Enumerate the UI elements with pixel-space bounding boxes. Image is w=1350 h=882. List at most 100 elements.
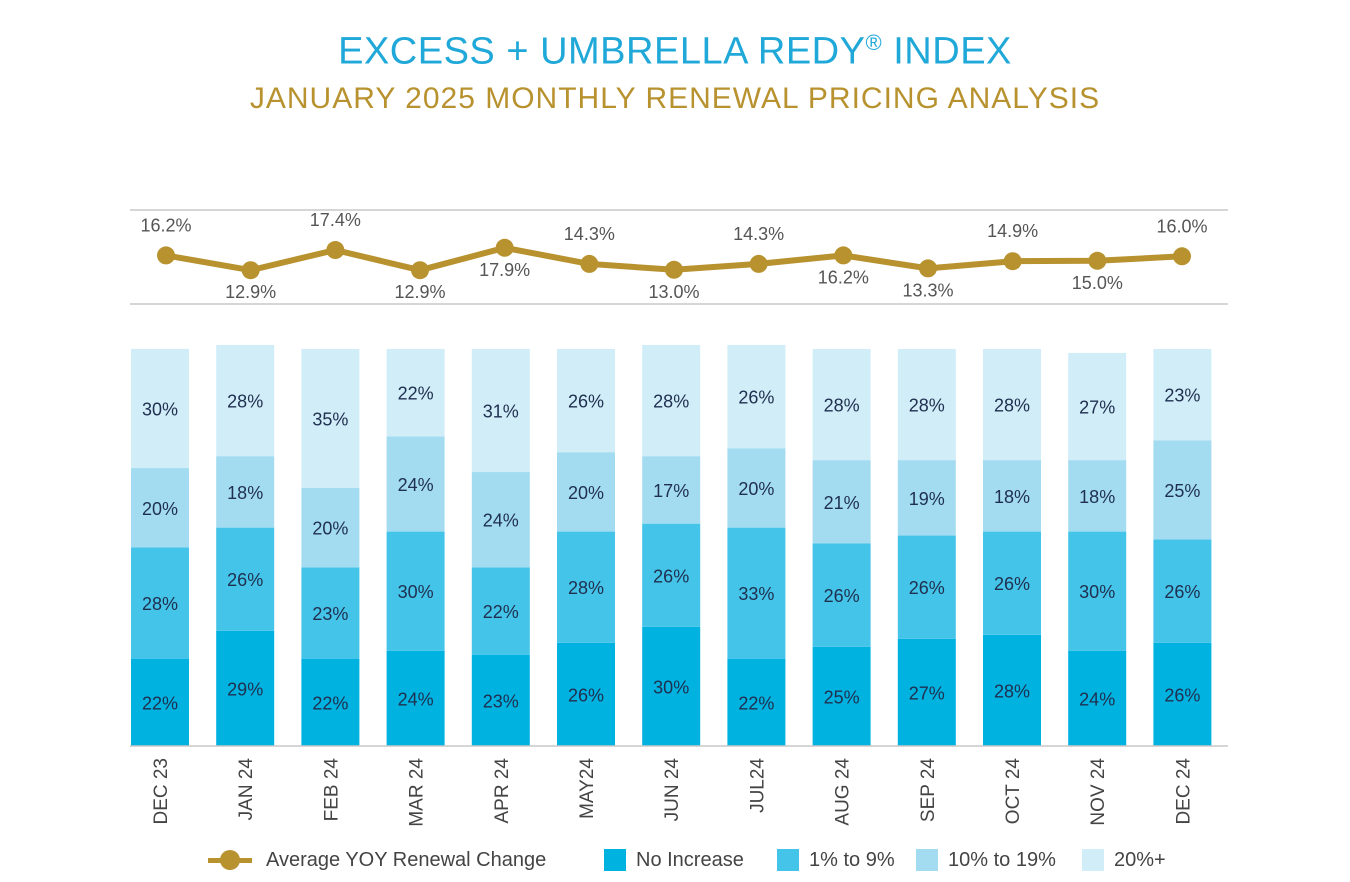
bar-segment [727, 344, 786, 449]
legend-item-20-plus: 20%+ [1082, 842, 1166, 878]
bar-segment [131, 468, 189, 548]
bar-value-label: 30% [1079, 582, 1115, 602]
bar-segment [727, 448, 786, 528]
x-axis-ticks: DEC 23 JAN 24 FEB 24 MAR 24 APR 24 MAY24 JUN 2… [151, 758, 1194, 827]
bar-segment [1068, 460, 1127, 532]
legend-swatch-10-to-19 [916, 849, 938, 871]
line-value-label: 13.3% [902, 280, 953, 300]
x-tick-label: MAY24 [577, 758, 598, 819]
bar-segment [1068, 352, 1127, 461]
bar-value-label: 28% [909, 396, 945, 416]
bar-segment [301, 567, 360, 659]
bar-segment [557, 642, 615, 746]
bar-segment [727, 527, 786, 659]
line-value-label: 14.3% [564, 224, 615, 244]
bar-segment [1153, 642, 1212, 746]
bar-segment [642, 626, 701, 746]
bar-value-label: 26% [824, 586, 860, 606]
bar-value-label: 20% [142, 499, 178, 519]
bar-value-label: 28% [994, 681, 1030, 701]
x-tick-label: MAR 24 [407, 758, 428, 827]
legend-item-line: Average YOY Renewal Change [208, 842, 546, 878]
bar-value-label: 22% [483, 602, 519, 622]
renewal-pricing-chart: 16.2% 12.9% 17.4% 12.9% 17.9% 14.3% 13.0% 14.3%… [130, 209, 1228, 827]
bar-segment [983, 460, 1041, 532]
bar-value-label: 26% [994, 574, 1030, 594]
bar-value-label: 27% [1079, 398, 1115, 418]
bar-value-label: 26% [738, 388, 774, 408]
x-tick-label: APR 24 [492, 758, 513, 824]
legend-label-no-increase: No Increase [636, 848, 744, 871]
bar-segment [812, 543, 871, 647]
bar-segment [557, 531, 615, 643]
bar-value-label: 18% [1079, 487, 1115, 507]
bar-value-label: 26% [909, 578, 945, 598]
bar-segment [216, 527, 275, 631]
bar-value-label: 23% [483, 691, 519, 711]
bar-segment [1153, 539, 1212, 643]
line-value-label: 14.3% [733, 224, 784, 244]
bar-value-label: 24% [1079, 689, 1115, 709]
x-tick-label: AUG 24 [833, 758, 854, 826]
bar-segment [131, 547, 189, 659]
legend-swatch-20-plus [1082, 849, 1104, 871]
chart-subtitle: JANUARY 2025 MONTHLY RENEWAL PRICING ANA… [249, 82, 1101, 115]
line-value-label: 17.4% [310, 210, 361, 230]
bar-value-label: 24% [398, 689, 434, 709]
bar-value-label: 19% [909, 489, 945, 509]
chart-title: EXCESS + UMBRELLA REDY® INDEX [0, 30, 1350, 74]
bar-value-label: 18% [994, 487, 1030, 507]
bar-value-label: 23% [1164, 386, 1200, 406]
line-value-label: 14.9% [987, 221, 1038, 241]
bar-value-label: 22% [398, 384, 434, 404]
x-tick-label: DEC 23 [151, 758, 172, 825]
line-point [665, 260, 683, 279]
bar-value-label: 26% [227, 570, 263, 590]
line-point [919, 259, 937, 278]
bar-segment [642, 523, 701, 627]
legend-label-10-to-19: 10% to 19% [948, 848, 1056, 871]
bar-value-label: 20% [568, 483, 604, 503]
bar-value-label: 29% [227, 679, 263, 699]
bar-segment [897, 460, 956, 536]
bar-segment [897, 638, 956, 746]
bar-value-label: 26% [653, 566, 689, 586]
bar-value-label: 25% [1164, 481, 1200, 501]
bar-segment [812, 460, 871, 544]
bar-segment [216, 456, 275, 528]
x-tick-label: OCT 24 [1003, 758, 1024, 825]
line-value-label: 13.0% [648, 282, 699, 302]
line-value-label: 12.9% [225, 282, 276, 302]
bar-value-label: 23% [312, 604, 348, 624]
bar-value-label: 20% [738, 479, 774, 499]
bar-value-label: 24% [398, 475, 434, 495]
line-point [749, 254, 768, 273]
x-tick-label: JUN 24 [662, 758, 683, 822]
bar-segment [557, 348, 615, 453]
bar-segment [131, 658, 189, 746]
bar-segment [642, 456, 701, 524]
registered-mark: ® [865, 30, 883, 55]
line-point [1173, 247, 1191, 266]
line-value-label: 17.9% [479, 260, 530, 280]
legend-swatch-1-to-9 [777, 849, 799, 871]
legend-label-1-to-9: 1% to 9% [809, 848, 895, 871]
bar-value-label: 28% [568, 578, 604, 598]
bar-segment [1153, 440, 1212, 540]
bar-segment [1153, 348, 1212, 441]
bar-value-label: 30% [142, 400, 178, 420]
x-tick-label: DEC 24 [1173, 758, 1194, 825]
bar-value-label: 28% [653, 392, 689, 412]
bar-segment [471, 567, 530, 655]
x-tick-label: SEP 24 [918, 758, 939, 823]
bar-segment [727, 658, 786, 746]
bar-value-label: 33% [738, 584, 774, 604]
bar-value-label: 28% [824, 396, 860, 416]
bar-value-label: 21% [824, 493, 860, 513]
bar-segment [897, 348, 956, 461]
bar-segment [216, 630, 275, 746]
x-tick-label: NOV 24 [1088, 758, 1109, 826]
bar-value-label: 26% [568, 685, 604, 705]
bar-segment [471, 348, 530, 473]
bar-segment [216, 344, 275, 457]
